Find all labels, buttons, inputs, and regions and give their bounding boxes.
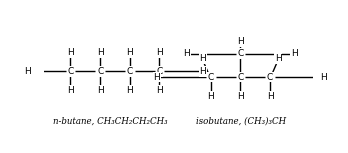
Text: C: C	[127, 67, 133, 76]
Text: H: H	[156, 86, 163, 95]
Text: H: H	[291, 49, 298, 58]
Text: C: C	[267, 73, 273, 82]
Text: H: H	[97, 48, 103, 57]
Text: H: H	[237, 92, 244, 101]
Text: H: H	[321, 73, 327, 82]
Text: C: C	[68, 67, 73, 76]
Text: isobutane, (CH₃)₃CH: isobutane, (CH₃)₃CH	[196, 117, 286, 126]
Text: C: C	[208, 73, 214, 82]
Text: H: H	[199, 67, 206, 76]
Text: C: C	[237, 73, 244, 82]
Text: H: H	[267, 92, 274, 101]
Text: H: H	[183, 49, 190, 58]
Text: H: H	[237, 37, 244, 46]
Text: H: H	[207, 92, 214, 101]
Text: H: H	[67, 48, 74, 57]
Text: C: C	[156, 67, 163, 76]
Text: C: C	[237, 49, 244, 58]
Text: C: C	[97, 67, 103, 76]
Text: H: H	[275, 54, 282, 63]
Text: H: H	[67, 86, 74, 95]
Text: H: H	[126, 48, 133, 57]
Text: H: H	[199, 54, 206, 63]
Text: H: H	[153, 73, 160, 82]
Text: H: H	[126, 86, 133, 95]
Text: H: H	[97, 86, 103, 95]
Text: H: H	[156, 48, 163, 57]
Text: H: H	[24, 67, 31, 76]
Text: n-butane, CH₃CH₂CH₂CH₃: n-butane, CH₃CH₂CH₂CH₃	[53, 117, 168, 126]
